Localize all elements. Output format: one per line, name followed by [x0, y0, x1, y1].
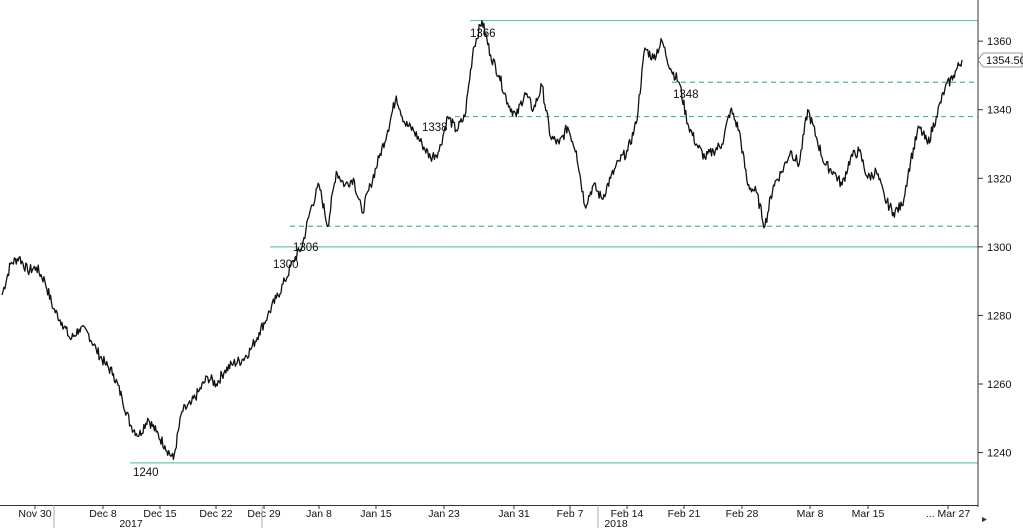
x-tick-label: Feb 7 — [557, 508, 584, 520]
y-tick-label: 1340 — [987, 105, 1011, 117]
support-resistance-lines — [130, 19, 978, 464]
y-tick-label: 1320 — [987, 173, 1011, 185]
x-tick-label: Mar 8 — [797, 508, 824, 520]
x-tick-label: Dec 29 — [247, 508, 280, 520]
level-label-1306: 1306 — [293, 242, 319, 254]
x-tick-label: Jan 15 — [360, 508, 392, 520]
level-label-1348: 1348 — [673, 89, 699, 101]
last-value-marker — [977, 52, 1023, 68]
year-label: 2018 — [604, 518, 628, 529]
level-label-1240: 1240 — [133, 467, 159, 479]
y-tick-label: 1240 — [987, 448, 1011, 460]
x-tick-label: ... Mar 27 — [926, 508, 971, 520]
x-tick-label: Dec 22 — [199, 508, 232, 520]
level-label-1300: 1300 — [273, 259, 299, 271]
x-tick-label: Jan 31 — [498, 508, 530, 520]
x-tick-label: Mar 15 — [852, 508, 885, 520]
price-line — [1, 19, 963, 461]
x-tick-label: Nov 30 — [18, 508, 51, 520]
price-series — [1, 19, 963, 461]
x-tick-label: Dec 15 — [143, 508, 176, 520]
level-label-1338: 1338 — [422, 122, 448, 134]
last-value-label: 1354.50 — [986, 55, 1023, 67]
level-label-1366: 1366 — [470, 28, 496, 40]
y-tick-label: 1260 — [987, 379, 1011, 391]
y-tick-label: 1300 — [987, 242, 1011, 254]
y-tick-label: 1360 — [987, 36, 1011, 48]
x-tick-label: Feb 21 — [668, 508, 701, 520]
x-tick-label: Dec 8 — [89, 508, 117, 520]
y-tick-label: 1280 — [987, 310, 1011, 322]
axis-arrow-icon — [982, 517, 987, 522]
year-label: 2017 — [119, 518, 143, 529]
x-tick-label: Jan 23 — [428, 508, 460, 520]
x-tick-label: Jan 8 — [306, 508, 332, 520]
x-tick-label: Feb 28 — [726, 508, 759, 520]
x-tick-label: Feb 14 — [611, 508, 644, 520]
level-labels: 1366 1348 1338 1306 1300 1240 — [133, 28, 699, 479]
